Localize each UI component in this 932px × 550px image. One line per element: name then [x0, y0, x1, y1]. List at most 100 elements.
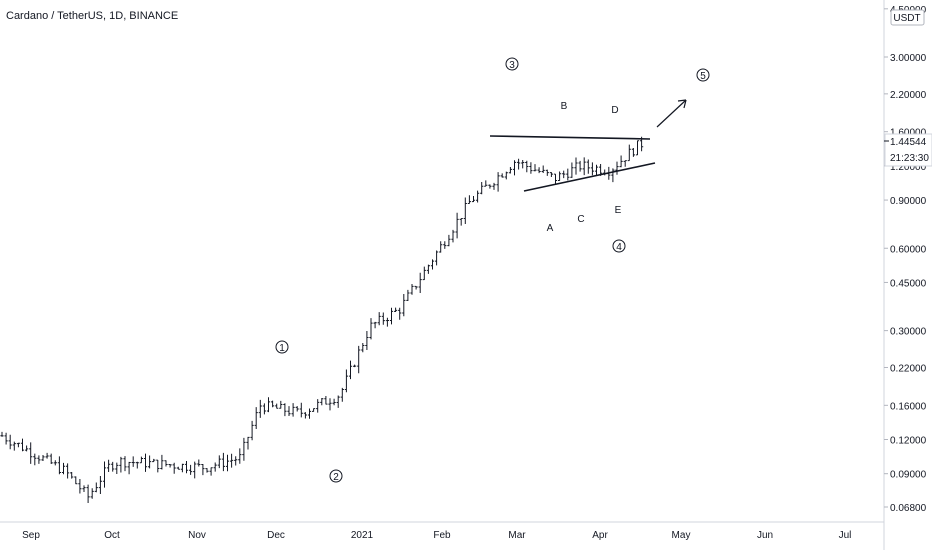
ohlc-bar — [217, 455, 221, 469]
ohlc-bar — [45, 452, 49, 459]
breakout-arrow-line — [656, 99, 687, 128]
ohlc-bar — [418, 272, 422, 293]
price-axis[interactable]: 4.500003.000002.200001.600001.200000.900… — [884, 5, 927, 514]
ohlc-bar — [426, 264, 430, 274]
ohlc-bar — [193, 461, 197, 479]
ohlc-bar — [488, 184, 492, 189]
ohlc-bar — [623, 160, 627, 167]
last-price-value: 1.44544 — [890, 137, 927, 148]
chart-title: Cardano / TetherUS, 1D, BINANCE — [6, 10, 179, 22]
ohlc-bar — [504, 171, 508, 180]
time-tick-label: Jun — [757, 530, 773, 541]
ohlc-bar — [90, 488, 94, 499]
wave-d-label: D — [611, 105, 618, 116]
ohlc-bar — [37, 455, 41, 464]
ohlc-bar — [82, 485, 86, 492]
ohlc-bar — [307, 408, 312, 419]
ohlc-bar — [512, 160, 517, 176]
ohlc-bar — [357, 345, 361, 374]
ohlc-bar — [582, 157, 586, 176]
price-tick-label: 1.60000 — [890, 128, 927, 139]
ohlc-bar — [439, 241, 443, 253]
ohlc-bar — [139, 456, 143, 464]
bar-countdown: 21:23:30 — [890, 153, 929, 164]
ohlc-bar — [336, 395, 340, 408]
breakout-arrow-head-icon — [677, 99, 687, 109]
ohlc-bar — [500, 173, 504, 178]
ohlc-bar — [61, 462, 66, 475]
ohlc-bar — [394, 307, 398, 313]
ohlc-bar — [283, 403, 287, 417]
wave-4-label: 4 — [612, 239, 626, 253]
ohlc-bar — [168, 464, 172, 468]
ohlc-bar — [279, 400, 283, 409]
ohlc-bar — [111, 461, 115, 472]
ohlc-bar — [135, 461, 139, 469]
ohlc-bar — [180, 463, 184, 473]
wave-c-label: C — [577, 214, 584, 225]
ohlc-bar — [525, 160, 529, 173]
ohlc-bar — [74, 476, 78, 485]
ohlc-bar — [463, 197, 467, 225]
svg-text:2: 2 — [333, 472, 339, 483]
ohlc-bar — [586, 159, 590, 174]
ohlc-bar — [12, 441, 16, 451]
ohlc-bar — [107, 459, 111, 472]
wave-2-label: 2 — [329, 469, 343, 483]
ohlc-bar — [49, 453, 53, 464]
ohlc-bar — [16, 442, 20, 448]
ohlc-bar — [381, 312, 385, 325]
time-tick-label: Feb — [433, 530, 451, 541]
price-tick-label: 0.16000 — [890, 401, 927, 412]
ohlc-bar — [402, 294, 406, 317]
ohlc-bar — [258, 399, 262, 418]
ohlc-bar — [299, 402, 303, 418]
ohlc-bar — [361, 342, 365, 353]
ohlc-bar — [119, 456, 123, 473]
ohlc-bar — [467, 195, 471, 204]
ohlc-bar — [152, 458, 156, 463]
price-tick-label: 0.06800 — [890, 503, 927, 514]
ohlc-bar — [517, 158, 521, 170]
ohlc-bar — [369, 318, 373, 340]
time-tick-label: Mar — [508, 530, 526, 541]
ohlc-bar — [176, 466, 180, 470]
triangle-upper-line — [489, 135, 651, 140]
currency-label: USDT — [893, 13, 920, 24]
ohlc-bar — [373, 321, 377, 329]
ohlc-bar — [184, 460, 189, 474]
ohlc-bar — [430, 259, 435, 270]
currency-badge — [890, 9, 925, 26]
ohlc-bar — [115, 462, 119, 475]
svg-text:3: 3 — [509, 60, 515, 71]
ohlc-bar — [266, 397, 271, 413]
ohlc-bar — [127, 461, 131, 475]
ohlc-bar — [377, 312, 381, 326]
time-tick-label: Dec — [267, 530, 285, 541]
ohlc-bar — [29, 442, 33, 464]
ohlc-bar — [41, 454, 45, 462]
ohlc-bar — [435, 250, 439, 266]
ohlc-bar — [197, 459, 201, 467]
ohlc-bar — [201, 463, 205, 476]
wave-b-label: B — [561, 101, 568, 112]
wave-a-label: A — [547, 223, 554, 234]
ohlc-bar — [123, 456, 127, 472]
ohlc-bar — [627, 144, 631, 162]
time-tick-label: Nov — [188, 530, 206, 541]
ohlc-bar — [578, 160, 582, 172]
time-axis[interactable]: Sep Oct Nov Dec 2021 Feb Mar Apr May Jun Jul — [22, 530, 851, 541]
ohlc-bar — [422, 266, 426, 281]
ohlc-bar — [570, 162, 574, 178]
price-tick-label: 0.90000 — [890, 196, 927, 207]
price-tick-label: 0.09000 — [890, 470, 927, 481]
ohlc-bar — [4, 432, 8, 445]
ohlc-bar — [365, 331, 369, 350]
price-tick-label: 3.00000 — [890, 53, 927, 64]
ohlc-bar — [66, 463, 70, 479]
ohlc-bar — [78, 479, 82, 494]
ohlc-bar — [611, 168, 615, 183]
svg-text:5: 5 — [700, 71, 706, 82]
ohlc-bar — [615, 161, 619, 175]
